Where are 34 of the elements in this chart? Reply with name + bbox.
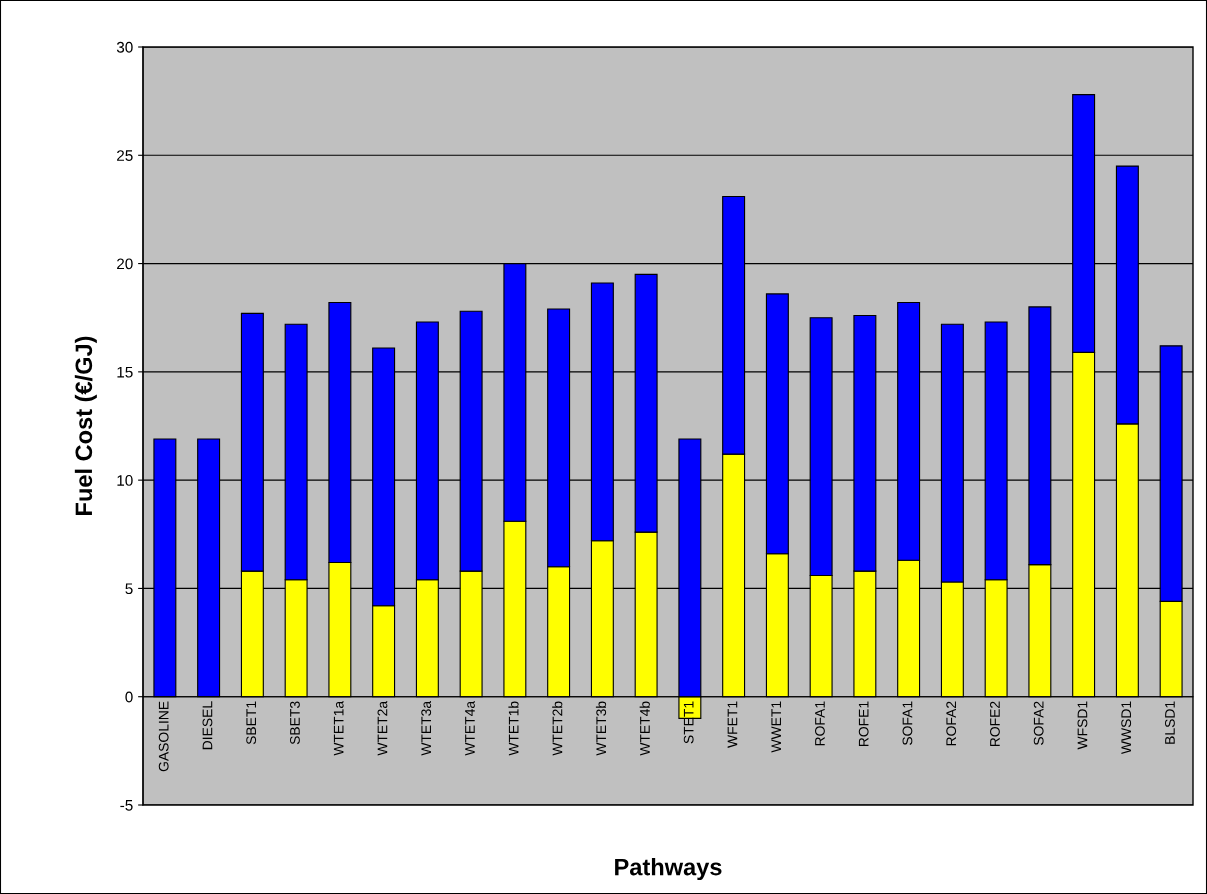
- y-tick-label: 25: [117, 150, 133, 161]
- x-tick-label: SBET3: [290, 701, 300, 745]
- y-tick-label: 10: [117, 475, 133, 486]
- x-tick-label: SOFA2: [1033, 701, 1044, 746]
- y-tick-label: -5: [120, 800, 133, 811]
- x-tick-label: WTET2a: [377, 700, 388, 756]
- x-tick-label: WTET2b: [552, 701, 563, 756]
- x-tick-label: BLSD1: [1165, 701, 1175, 744]
- y-tick-label: 5: [125, 583, 133, 595]
- y-tick-label: 0: [125, 691, 133, 703]
- x-tick-label: WWET1: [771, 701, 781, 753]
- y-tick-label: 20: [117, 258, 133, 270]
- x-tick-label: WTET3b: [595, 701, 607, 756]
- y-axis-title: Fuel Cost (€/GJ): [74, 336, 97, 515]
- x-tick-label: ROFA2: [946, 701, 957, 746]
- y-tick-label: 30: [116, 41, 133, 53]
- x-tick-label: SOFA1: [902, 701, 913, 746]
- x-tick-label: WTET1b: [508, 701, 519, 756]
- x-tick-label: WTET4a: [465, 700, 475, 756]
- x-tick-label: STET1: [683, 701, 694, 744]
- x-tick-label: WFET1: [727, 701, 738, 748]
- x-tick-label: ROFA1: [815, 701, 825, 746]
- x-tick-label: DIESEL: [202, 701, 213, 750]
- x-tick-label: WTET4b: [639, 701, 650, 756]
- x-axis-title: Pathways: [615, 858, 722, 881]
- x-tick-label: WTET3a: [421, 700, 432, 756]
- x-tick-label: GASOLINE: [158, 701, 169, 772]
- x-tick-label: ROFE2: [990, 701, 1000, 747]
- x-tick-label: WTET1a: [333, 700, 344, 756]
- x-tick-label: WWSD1: [1121, 701, 1132, 755]
- x-tick-label: SBET1: [246, 701, 257, 745]
- y-tick-label: 15: [117, 366, 133, 378]
- x-tick-label: WFSD1: [1077, 701, 1088, 750]
- x-tick-label: ROFE1: [858, 701, 869, 747]
